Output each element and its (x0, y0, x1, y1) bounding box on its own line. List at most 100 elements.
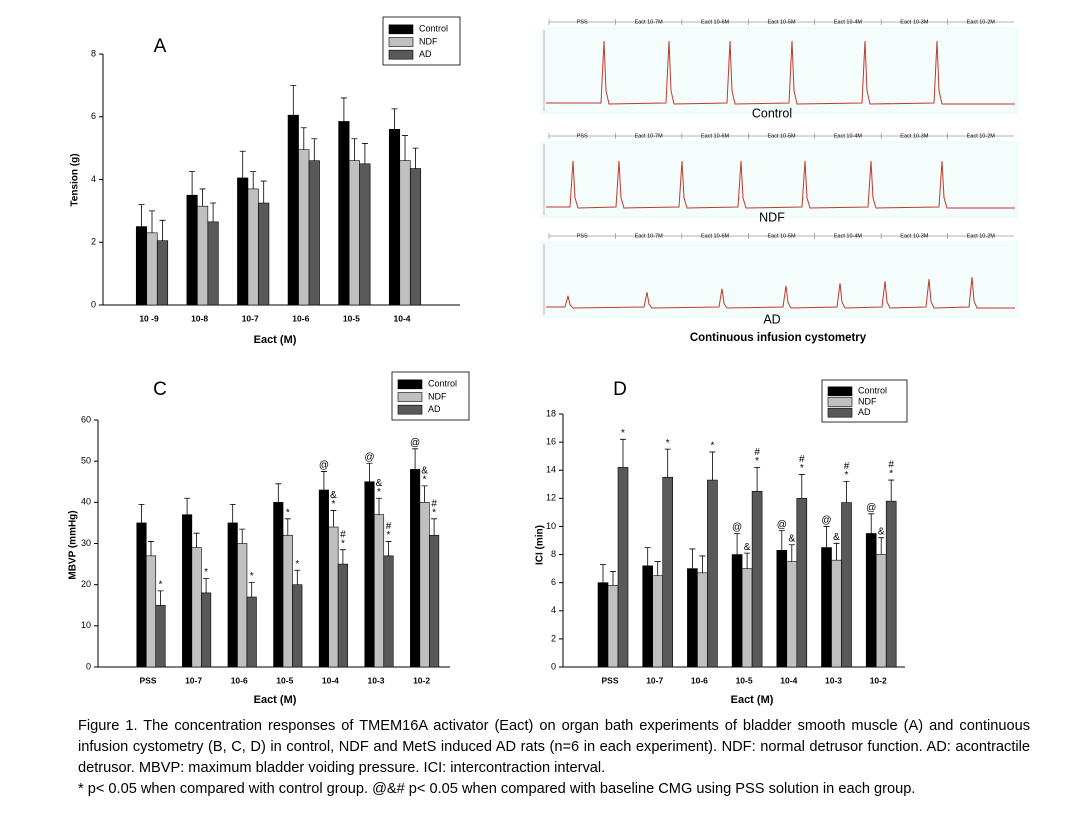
x-tick-label: 10-6 (231, 675, 248, 685)
significance-mark: * (250, 571, 254, 582)
error-bar (833, 542, 840, 561)
significance-mark: * (286, 507, 290, 518)
error-bar (385, 541, 392, 556)
trace-frame (540, 241, 1019, 318)
segment-label: PSS (577, 19, 588, 25)
bar (875, 554, 887, 668)
x-tick-label: 10-7 (185, 675, 202, 685)
x-tick-label: 10-3 (367, 675, 384, 685)
bar (237, 543, 248, 668)
error-bar (744, 552, 751, 569)
bar (388, 129, 401, 306)
x-tick-label: 10-7 (646, 675, 663, 685)
bar (182, 514, 193, 668)
bar (246, 596, 257, 668)
significance-mark: # (386, 521, 392, 532)
segment-label: Eact 10-4M (834, 19, 863, 25)
error-bar (138, 503, 145, 523)
caption: Figure 1. The concentration responses of… (78, 716, 1030, 800)
significance-mark: & (330, 490, 337, 501)
significance-mark: # (888, 460, 894, 471)
y-tick-label: 8 (551, 549, 556, 559)
error-bar (275, 483, 282, 503)
segment-label: Eact 10-6M (701, 19, 730, 25)
legend-swatch (827, 397, 853, 407)
legend-swatch (397, 379, 423, 390)
error-bar (888, 479, 895, 502)
x-tick-label: 10-6 (691, 675, 708, 685)
bar (687, 568, 698, 668)
x-tick-label: 10-5 (276, 675, 293, 685)
error-bar (290, 84, 297, 116)
error-bar (878, 537, 885, 555)
legend-swatch (397, 404, 423, 415)
error-bar (823, 526, 830, 548)
legend-label: AD (858, 407, 871, 417)
x-tick-label: 10-5 (343, 313, 360, 323)
legend-swatch (397, 392, 423, 402)
y-tick-label: 20 (81, 579, 91, 589)
error-bar (157, 590, 164, 606)
error-bar (330, 510, 337, 528)
y-axis-label: MBVP (mmHg) (68, 510, 79, 579)
error-bar (412, 147, 419, 169)
error-bar (159, 219, 166, 241)
panel-label: A (154, 36, 167, 57)
bar (338, 121, 350, 306)
significance-mark: & (833, 532, 840, 543)
error-bar (709, 451, 716, 481)
error-bar (366, 462, 373, 482)
legend-swatch (388, 24, 414, 35)
significance-mark: @ (777, 519, 787, 530)
y-tick-label: 8 (91, 48, 96, 58)
x-tick-label: PSS (601, 675, 618, 685)
bar (273, 502, 284, 668)
y-tick-label: 6 (91, 111, 96, 121)
segment-label: Eact 10-3M (900, 133, 929, 139)
trace-line (546, 40, 1015, 105)
error-bar (320, 471, 327, 490)
error-bar (376, 497, 382, 515)
legend-label: AD (428, 404, 441, 414)
y-tick-label: 12 (546, 493, 556, 503)
significance-mark: * (331, 499, 335, 510)
bar (383, 555, 394, 668)
significance-mark: * (621, 428, 625, 439)
segment-label: Eact 10-7M (635, 233, 664, 239)
panel-label: D (613, 379, 627, 400)
bar (201, 592, 212, 668)
x-tick-label: 10-6 (292, 313, 309, 323)
segment-label: Eact 10-2M (967, 233, 996, 239)
error-bar (798, 474, 805, 499)
y-tick-label: 0 (551, 661, 556, 671)
bar (796, 498, 808, 668)
significance-mark: * (204, 567, 208, 578)
bar (662, 476, 674, 668)
significance-mark: # (844, 461, 850, 472)
bar (197, 205, 209, 306)
bar (786, 561, 798, 668)
y-tick-label: 14 (546, 465, 556, 475)
y-tick-label: 4 (551, 605, 556, 615)
significance-mark: * (377, 487, 381, 498)
bar (136, 522, 147, 668)
error-bar (734, 533, 741, 555)
bar (348, 160, 360, 306)
segment-label: Eact 10-4M (834, 233, 863, 239)
error-bar (294, 569, 301, 585)
x-tick-label: 10-2 (870, 675, 887, 685)
bar (697, 572, 708, 668)
error-bar (431, 518, 438, 536)
bar (328, 526, 339, 668)
error-bar (788, 544, 795, 562)
bar (399, 160, 411, 306)
segment-label: Eact 10-5M (767, 19, 796, 25)
legend-label: AD (419, 49, 432, 59)
x-axis-label: Eact (M) (254, 334, 297, 346)
significance-mark: # (799, 454, 805, 465)
bar (373, 514, 385, 668)
trace-line (546, 277, 1015, 309)
bar (237, 177, 249, 306)
legend-label: Control (858, 386, 887, 396)
error-bar (199, 188, 206, 207)
